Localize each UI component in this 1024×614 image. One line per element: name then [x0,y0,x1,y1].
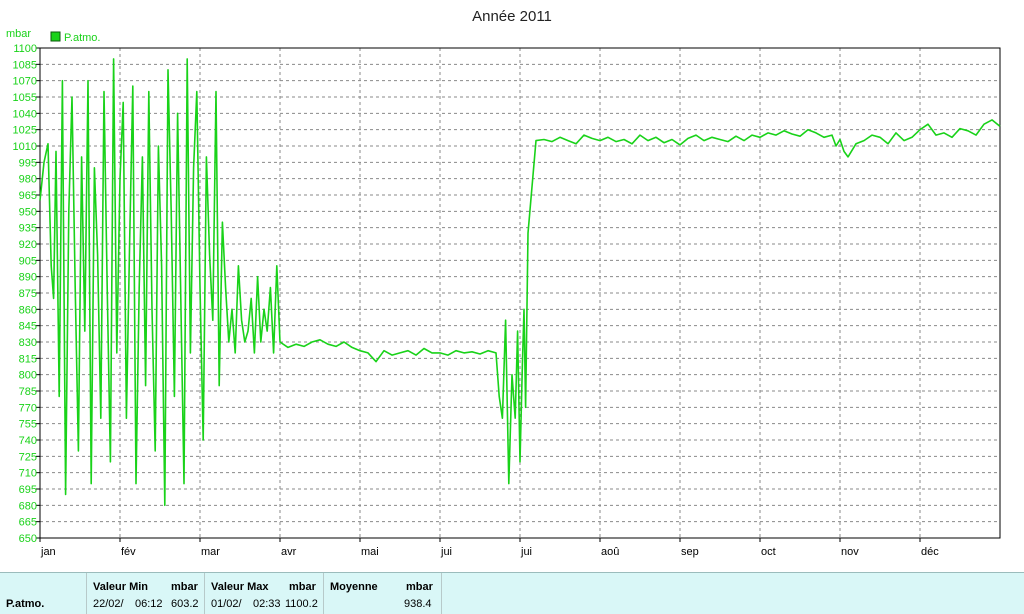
x-tick-label: déc [921,546,939,558]
stats-max-cell: Valeur Max mbar 01/02/ 02:33 1100.2 [205,573,324,614]
y-tick-label: 995 [19,157,37,169]
y-tick-label: 845 [19,321,37,333]
y-tick-label: 710 [19,468,37,480]
y-tick-label: 980 [19,174,37,186]
stats-avg-header: Moyenne [330,581,378,593]
x-tick-label: jui [440,546,452,558]
x-tick-label: jui [520,546,532,558]
y-axis-ticks: 650 665 680 695 710 725 740 755 770 785 800 815 830 8… [13,43,40,545]
y-tick-label: 1025 [13,125,37,137]
x-tick-label: mai [361,546,379,558]
y-tick-label: 800 [19,370,37,382]
x-tick-label: jan [40,546,56,558]
stats-avg-unit: mbar [406,581,433,593]
y-tick-label: 950 [19,206,37,218]
x-tick-label: aoû [601,546,619,558]
y-tick-label: 1010 [13,141,37,153]
y-tick-label: 770 [19,402,37,414]
legend-label: P.atmo. [64,32,101,44]
stats-max-date: 01/02/ [211,598,242,610]
y-tick-label: 725 [19,451,37,463]
x-tick-label: oct [761,546,776,558]
legend-swatch [50,31,61,42]
stats-min-unit: mbar [171,581,198,593]
stats-series-cell: P.atmo. [0,573,87,614]
stats-series-label: P.atmo. [6,598,45,610]
x-tick-label: fév [121,546,136,558]
y-tick-label: 890 [19,272,37,284]
y-tick-label: 665 [19,517,37,529]
stats-avg-cell: Moyenne mbar 938.4 [324,573,442,614]
stats-max-time: 02:33 [253,598,281,610]
stats-min-cell: Valeur Min mbar 22/02/ 06:12 603.2 [87,573,205,614]
y-tick-label: 1100 [13,43,37,55]
y-tick-label: 740 [19,435,37,447]
y-tick-label: 965 [19,190,37,202]
stats-panel: P.atmo. Valeur Min mbar 22/02/ 06:12 603… [0,572,1024,614]
y-tick-label: 1085 [13,59,37,71]
y-tick-label: 695 [19,484,37,496]
stats-max-unit: mbar [289,581,316,593]
chart: Année 2011 mbar P.atmo. 650 665 680 695 710 7… [6,8,1001,558]
y-tick-label: 875 [19,288,37,300]
x-tick-label: mar [201,546,220,558]
y-tick-label: 830 [19,337,37,349]
y-tick-label: 680 [19,500,37,512]
stats-avg-value: 938.4 [404,598,432,610]
y-tick-label: 815 [19,353,37,365]
y-tick-label: 935 [19,223,37,235]
series-line [39,58,1001,507]
y-tick-label: 650 [19,533,37,545]
y-tick-label: 785 [19,386,37,398]
stats-min-date: 22/02/ [93,598,124,610]
x-tick-label: sep [681,546,699,558]
y-tick-label: 920 [19,239,37,251]
chart-title: Année 2011 [472,8,552,25]
stats-min-time: 06:12 [135,598,163,610]
stats-max-value: 1100.2 [285,598,318,610]
y-tick-label: 1055 [13,92,37,104]
x-tick-label: nov [841,546,859,558]
series-lines [39,58,1001,507]
y-tick-label: 905 [19,255,37,267]
y-tick-label: 860 [19,304,37,316]
y-tick-label: 1070 [13,76,37,88]
stats-min-value: 603.2 [171,598,199,610]
y-axis-unit: mbar [6,28,31,40]
y-tick-label: 1040 [13,108,37,120]
grid [40,48,1000,538]
y-tick-label: 755 [19,419,37,431]
x-axis-ticks: jan fév mar avr mai jui jui aoû sep oct nov déc [39,538,939,558]
stats-min-header: Valeur Min [93,581,149,593]
x-tick-label: avr [281,546,297,558]
stats-max-header: Valeur Max [211,581,269,593]
